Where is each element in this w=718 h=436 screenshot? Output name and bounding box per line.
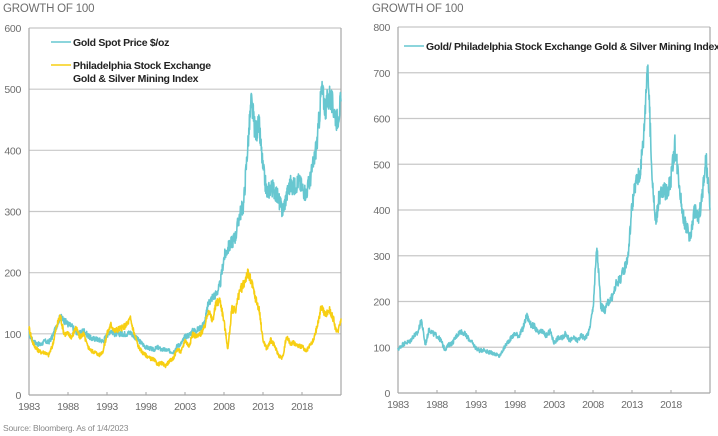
- y-tick-label: 400: [4, 145, 21, 157]
- x-tick-label: 1993: [96, 401, 118, 413]
- legend-label: Gold/ Philadelphia Stock Exchange Gold &…: [426, 41, 718, 53]
- series-line-1: [28, 268, 342, 369]
- x-tick-label: 1988: [57, 401, 79, 413]
- series-line-0: [397, 64, 711, 358]
- gold-vs-xau-plot: 0 100 200 300 400 500 600 1983 1988 1993 1998 2003 2…: [4, 23, 342, 413]
- x-tick-label: 1998: [504, 399, 526, 411]
- y-tick-label: 400: [373, 205, 390, 217]
- x-tick-label: 1983: [18, 401, 40, 413]
- y-tick-label: 700: [373, 68, 390, 80]
- y-tick-label: 500: [4, 84, 21, 96]
- x-tick-label: 1983: [387, 399, 409, 411]
- x-tick-label: 1993: [465, 399, 487, 411]
- gold-xau-ratio-chart: GROWTH OF 100 0 100 200 300 400 500 600 700 800 1…: [359, 0, 718, 436]
- y-tick-label: 600: [373, 114, 390, 126]
- legend-label: Gold Spot Price $/oz: [73, 37, 169, 49]
- x-tick-label: 2018: [291, 401, 313, 413]
- y-tick-label: 800: [373, 22, 390, 34]
- x-tick-label: 2003: [174, 401, 196, 413]
- source-note: Source: Bloomberg. As of 1/4/2023: [3, 423, 129, 433]
- y-tick-label: 100: [4, 329, 21, 341]
- y-tick-label: 0: [15, 390, 21, 402]
- x-tick-label: 2003: [543, 399, 565, 411]
- y-tick-label: 0: [384, 388, 390, 400]
- y-tick-label: 300: [4, 207, 21, 219]
- x-tick-label: 2008: [582, 399, 604, 411]
- y-tick-label: 200: [4, 268, 21, 280]
- gold-vs-xau-chart: GROWTH OF 100 0 100 200 300 400 500 600 1983 198…: [3, 3, 342, 413]
- y-tick-label: 600: [4, 23, 21, 35]
- x-tick-label: 2008: [213, 401, 235, 413]
- y-tick-label: 200: [373, 297, 390, 309]
- x-tick-label: 2013: [621, 399, 643, 411]
- legend-label: Gold & Silver Mining Index: [73, 73, 199, 85]
- chart-title: GROWTH OF 100: [372, 3, 464, 15]
- chart-title: GROWTH OF 100: [3, 3, 95, 15]
- x-tick-label: 1988: [426, 399, 448, 411]
- y-tick-label: 100: [373, 342, 390, 354]
- y-tick-label: 500: [373, 159, 390, 171]
- x-tick-label: 1998: [135, 401, 157, 413]
- x-tick-label: 2013: [252, 401, 274, 413]
- y-tick-label: 300: [373, 251, 390, 263]
- x-tick-label: 2018: [660, 399, 682, 411]
- legend-label: Philadelphia Stock Exchange: [73, 60, 211, 72]
- series-line-0: [28, 80, 342, 355]
- gold-xau-ratio-plot: 0 100 200 300 400 500 600 700 800 1983 1988 1993 199…: [373, 22, 718, 411]
